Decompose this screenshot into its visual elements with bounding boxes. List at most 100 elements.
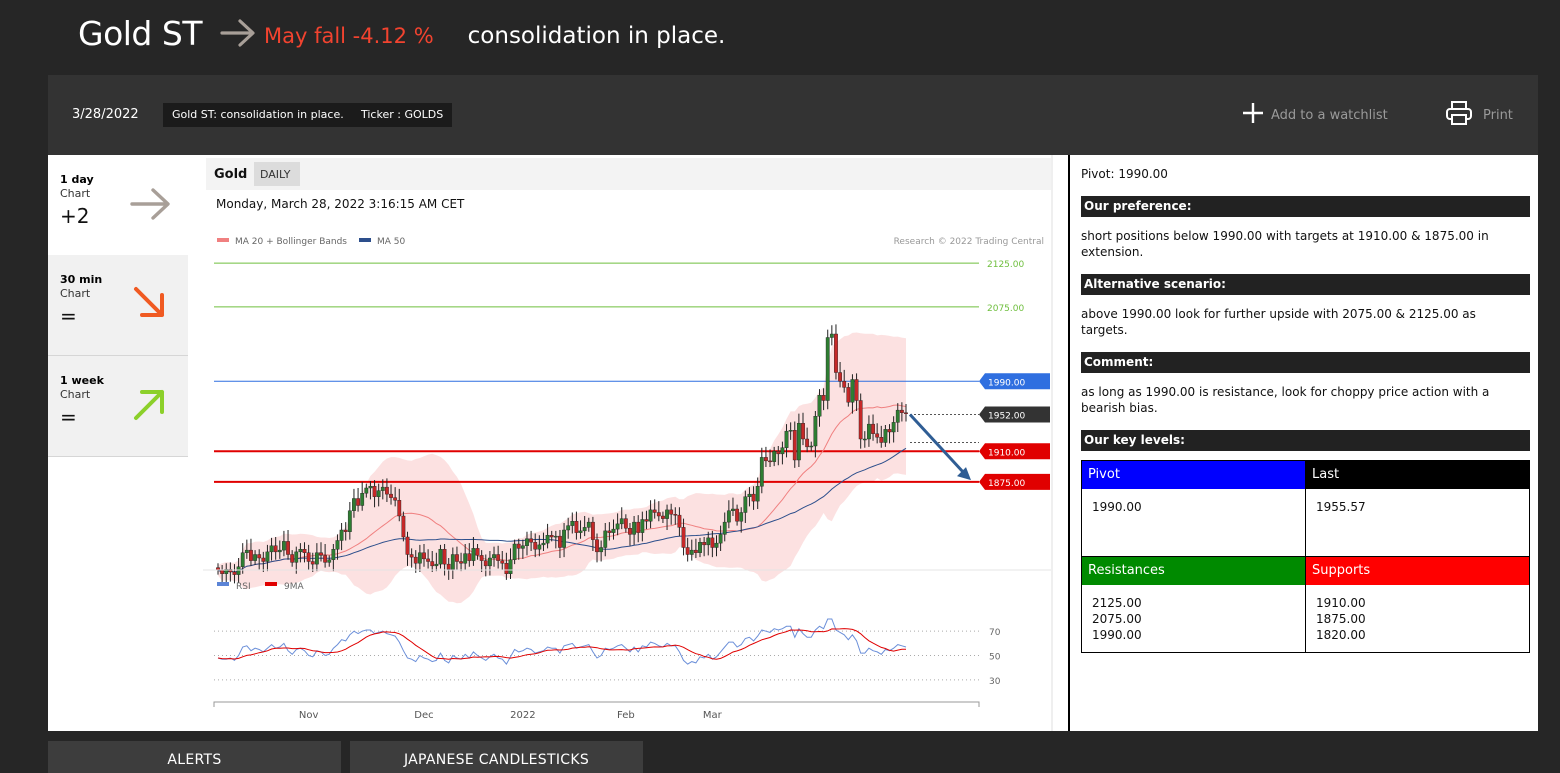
x-tick-label: Dec xyxy=(414,710,433,721)
candle-up xyxy=(582,527,587,532)
forecast-arrow-head xyxy=(957,467,971,481)
tab-japanese-candlesticks[interactable]: JAPANESE CANDLESTICKS xyxy=(350,741,643,773)
candle-up xyxy=(817,395,822,417)
rsi-level-label: 30 xyxy=(989,677,1001,687)
candle-down xyxy=(397,500,402,517)
candle-up xyxy=(714,542,719,548)
timeframe-1-day[interactable]: 1 day Chart +2 xyxy=(48,155,188,255)
support-value: 1820.00 xyxy=(1316,628,1366,642)
candle-up xyxy=(488,557,492,567)
period-label: DAILY xyxy=(260,168,291,181)
add-watchlist-label: Add to a watchlist xyxy=(1271,107,1388,123)
candle-up xyxy=(796,423,801,461)
candle-down xyxy=(496,554,501,561)
candle-down xyxy=(302,549,307,553)
candle-down xyxy=(479,555,484,561)
last-header: Last xyxy=(1306,461,1529,489)
timeframe-value: = xyxy=(60,304,77,328)
candle-up xyxy=(755,486,760,502)
candle-down xyxy=(442,549,447,565)
candle-down xyxy=(764,457,768,462)
candle-up xyxy=(294,551,299,563)
candle-down xyxy=(504,563,509,574)
analysis-panel: Pivot: 1990.00 Our preference: short pos… xyxy=(1068,155,1538,731)
candle-up xyxy=(599,547,604,553)
print-button[interactable]: Print xyxy=(1445,101,1513,129)
rsi-plot-area: 70 50 30 xyxy=(214,618,1001,687)
candle-up xyxy=(364,487,369,494)
timeframe-value: = xyxy=(60,405,77,429)
arrow-down-right-icon xyxy=(130,283,172,327)
tab-alerts[interactable]: ALERTS xyxy=(48,741,341,773)
ma50-legend-label: MA 50 xyxy=(377,237,406,247)
candle-up xyxy=(463,553,468,564)
rsi-level-label: 50 xyxy=(989,653,1001,663)
key-levels-heading: Our key levels: xyxy=(1081,430,1530,451)
candle-down xyxy=(516,543,521,549)
timeframe-sub: Chart xyxy=(60,187,91,200)
candle-down xyxy=(776,451,781,455)
candle-down xyxy=(644,519,649,522)
candle-up xyxy=(726,510,731,523)
candle-down xyxy=(702,542,707,546)
candle-up xyxy=(788,430,793,432)
candle-up xyxy=(809,445,814,448)
candle-up xyxy=(512,543,517,560)
candle-up xyxy=(665,509,669,519)
candle-down xyxy=(735,508,739,522)
resistance-value: 1990.00 xyxy=(1092,628,1142,642)
candle-down xyxy=(356,498,360,506)
analysis-toolbar: 3/28/2022 Gold ST: consolidation in plac… xyxy=(48,75,1538,155)
candle-down xyxy=(904,412,908,414)
candle-up xyxy=(739,512,744,522)
candle-up xyxy=(376,490,381,497)
candle-up xyxy=(438,549,443,565)
candle-down xyxy=(500,560,505,564)
candle-up xyxy=(525,538,529,546)
candle-down xyxy=(693,549,698,553)
timeframe-30-min[interactable]: 30 min Chart = xyxy=(48,255,188,355)
pivot-header: Pivot xyxy=(1082,461,1305,489)
forecast-arrow-shaft xyxy=(908,413,967,476)
timeframe-1-week[interactable]: 1 week Chart = xyxy=(48,356,188,456)
candle-down xyxy=(805,438,810,448)
candle-up xyxy=(541,542,546,546)
candle-down xyxy=(261,557,266,562)
support-value: 1910.00 xyxy=(1316,596,1366,610)
candle-down xyxy=(792,430,797,461)
price-chart[interactable]: Gold DAILY Monday, March 28, 2022 3:16:1… xyxy=(203,155,1068,731)
candle-down xyxy=(628,528,632,535)
candle-down xyxy=(842,381,847,388)
candle-up xyxy=(520,545,525,549)
candle-up xyxy=(850,379,855,403)
candle-down xyxy=(846,387,851,403)
analysis-date: 3/28/2022 xyxy=(72,107,139,122)
candle-down xyxy=(467,553,472,561)
timeframe-value: +2 xyxy=(60,204,90,228)
candle-up xyxy=(360,493,365,506)
timeframe-panel: 1 day Chart +2 30 min Chart = 1 week Cha… xyxy=(48,155,203,731)
resistance-value: 2125.00 xyxy=(1092,596,1142,610)
candle-down xyxy=(430,561,435,567)
timeframe-divider xyxy=(48,355,188,356)
x-tick-label: Feb xyxy=(617,710,635,721)
candle-down xyxy=(685,547,690,555)
candle-down xyxy=(661,515,665,519)
candle-up xyxy=(562,529,566,548)
last-price-label-box xyxy=(979,406,1050,423)
resistances-header: Resistances xyxy=(1082,557,1305,585)
rsi-legend-label: RSI xyxy=(236,582,251,592)
candle-up xyxy=(722,521,727,535)
candle-down xyxy=(821,395,826,401)
pivot-level-label: 1990.00 xyxy=(988,378,1025,388)
support-level-label: 1875.00 xyxy=(988,479,1025,489)
period-badge[interactable] xyxy=(254,162,300,186)
candle-up xyxy=(759,457,764,487)
candle-down xyxy=(533,542,538,550)
candle-up xyxy=(380,486,385,491)
x-tick-label: Nov xyxy=(299,710,319,721)
candle-up xyxy=(780,447,785,455)
candle-down xyxy=(459,561,463,564)
add-watchlist-button[interactable]: Add to a watchlist xyxy=(1241,101,1388,129)
candle-up xyxy=(314,552,319,565)
